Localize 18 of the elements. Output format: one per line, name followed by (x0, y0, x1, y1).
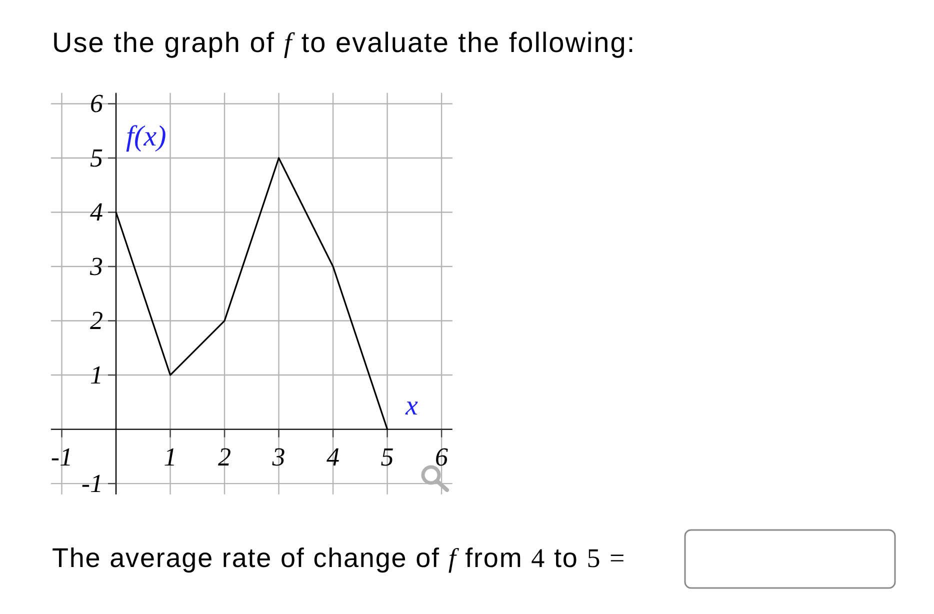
x-tick-label: -1 (50, 442, 73, 472)
x-tick-label: 5 (380, 442, 394, 472)
y-tick-label: -1 (81, 468, 104, 498)
y-tick-label: 4 (90, 198, 104, 227)
x-tick-label: 2 (218, 442, 232, 472)
chart-title: Use the graph of f to evaluate the following: (52, 27, 636, 59)
y-tick-label: 2 (90, 306, 104, 336)
text: The average rate of change of f from 4 to 5 = (52, 543, 626, 573)
x-tick-label: 3 (271, 442, 286, 472)
y-tick-label: 6 (90, 89, 104, 118)
x-tick-label: 4 (326, 442, 340, 472)
y-tick-label: 5 (90, 143, 104, 172)
y-axis-title: f(x) (126, 120, 166, 152)
y-tick-label: 1 (90, 360, 104, 390)
x-tick-label: 6 (435, 442, 448, 472)
x-axis-title: x (404, 390, 418, 422)
y-tick-label: 3 (89, 252, 104, 281)
x-tick-label: 1 (164, 442, 177, 472)
